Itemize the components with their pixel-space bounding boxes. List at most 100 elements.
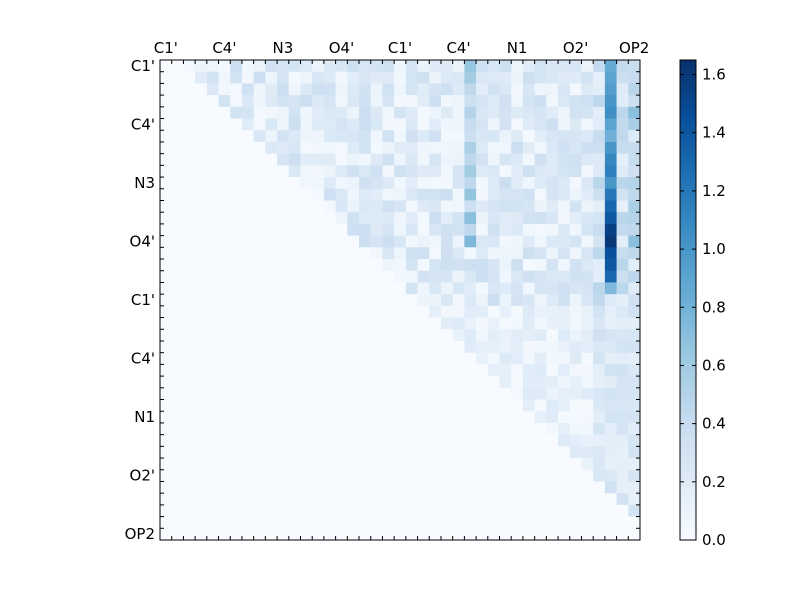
heatmap-cell [335,364,348,377]
heatmap-cell [522,83,536,96]
heatmap-cell [241,434,255,447]
heatmap-cell [476,294,489,307]
heatmap-cell [335,270,348,283]
heatmap-cell [382,130,395,143]
heatmap-cell [335,340,348,354]
heatmap-cell [511,422,524,436]
heatmap-cell [171,270,184,283]
heatmap-cell [581,282,594,295]
heatmap-cell [265,223,278,237]
heatmap-cell [300,212,313,225]
heatmap-cell [359,259,372,272]
heatmap-cell [312,270,325,283]
heatmap-cell [616,434,629,447]
heatmap-cell [347,188,360,201]
heatmap-cell [558,469,571,482]
heatmap-cell [569,83,582,96]
heatmap-cell [452,223,465,237]
heatmap-cell [359,387,372,400]
heatmap-cell [464,434,477,447]
heatmap-cell [440,259,454,272]
heatmap-cell [476,317,489,330]
heatmap-cell [265,177,278,190]
heatmap-cell [405,71,418,84]
heatmap-cell [382,434,395,447]
heatmap-cell [183,364,196,377]
heatmap-cell [558,212,571,225]
heatmap-cell [347,153,360,166]
heatmap-cell [206,165,219,178]
heatmap-cell [581,481,594,494]
heatmap-cell [382,376,395,389]
heatmap-cell [452,235,465,248]
heatmap-cell [206,411,219,424]
heatmap-cell [593,165,606,178]
heatmap-cell [183,329,196,342]
heatmap-cell [487,317,500,330]
heatmap-cell [628,130,641,143]
heatmap-cell [511,516,524,529]
heatmap-cell [546,364,559,377]
heatmap-cell [253,376,266,389]
heatmap-cell [534,364,547,377]
heatmap-cell [546,247,559,260]
heatmap-cell [218,516,231,529]
heatmap-cell [499,305,512,318]
heatmap-cell [487,352,500,365]
heatmap-cell [628,399,641,412]
heatmap-cell [253,352,266,365]
heatmap-cell [300,340,313,354]
heatmap-cell [253,458,266,471]
heatmap-cell [206,95,219,108]
colorbar-tick-label: 1.6 [702,66,726,84]
heatmap-cell [323,235,337,248]
heatmap-cell [394,387,407,400]
heatmap-cell [370,387,383,400]
heatmap-cell [417,387,430,400]
heatmap-cell [347,411,360,424]
heatmap-cell [558,528,571,541]
heatmap-cell [405,458,418,471]
heatmap-cell [546,141,559,155]
heatmap-cell [405,446,418,459]
heatmap-cell [394,71,407,84]
heatmap-cell [405,376,418,389]
x-tick-label: O4' [329,39,354,57]
heatmap-cell [534,247,547,260]
heatmap-cell [171,282,184,295]
heatmap-cell [534,516,547,529]
heatmap-cell [499,528,512,541]
heatmap-cell [195,282,208,295]
heatmap-cell [335,188,348,201]
heatmap-cell [604,247,617,260]
heatmap-cell [417,235,430,248]
heatmap-cell [628,270,641,283]
heatmap-cell [277,364,290,377]
heatmap-cell [195,364,208,377]
heatmap-cell [241,317,255,330]
heatmap-cell [628,446,641,459]
heatmap-cell [370,259,383,272]
heatmap-cell [628,387,641,400]
heatmap-cell [382,493,395,506]
colorbar-tick-label: 0.8 [702,298,726,316]
heatmap-cell [429,95,442,108]
heatmap-cell [476,352,489,365]
heatmap-cell [452,411,465,424]
heatmap-cell [546,329,559,342]
heatmap-cell [487,504,500,517]
heatmap-cell [253,83,266,96]
heatmap-cell [593,141,606,155]
heatmap-cell [218,83,231,96]
heatmap-cell [628,188,641,201]
heatmap-cell [241,106,255,119]
heatmap-cell [405,329,418,342]
heatmap-cell [218,188,231,201]
heatmap-cell [359,282,372,295]
heatmap-cell [312,481,325,494]
heatmap-cell [593,364,606,377]
heatmap-cell [558,165,571,178]
heatmap-cell [323,317,337,330]
heatmap-cell [405,259,418,272]
